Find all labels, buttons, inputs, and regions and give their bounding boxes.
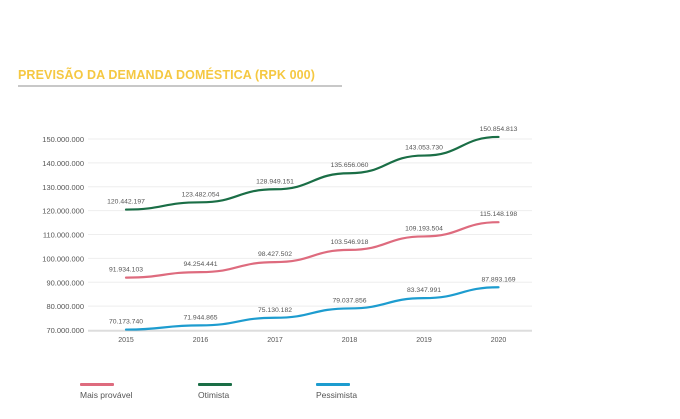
legend-label: Pessimista [316,390,358,400]
data-label: 150.854.813 [480,126,518,133]
legend-swatch [198,383,232,386]
y-tick-label: 90.000.000 [46,278,84,287]
x-tick-label: 2016 [193,337,209,344]
data-label: 115.148.198 [480,211,518,218]
y-tick-label: 110.000.000 [43,231,84,240]
series-line [124,286,500,331]
title-underline [18,85,342,87]
data-label: 135.656.060 [331,162,369,169]
data-label: 91.934.103 [109,267,143,274]
x-tick-label: 2020 [491,337,507,344]
x-tick-label: 2017 [267,337,283,344]
data-label: 123.482.054 [182,191,220,198]
x-tick-label: 2015 [118,337,134,344]
data-label: 120.442.197 [107,199,145,206]
x-tick-label: 2019 [416,337,432,344]
page-title: PREVISÃO DA DEMANDA DOMÉSTICA (RPK 000) [18,68,315,82]
data-label: 75.130.182 [258,307,292,314]
data-label: 71.944.865 [183,314,217,321]
data-label: 94.254.441 [183,261,217,268]
data-label: 143.053.730 [405,145,443,152]
legend-label: Otimista [198,390,230,400]
data-label: 87.893.169 [481,276,515,283]
legend-swatch [316,383,350,386]
data-label: 128.949.151 [256,178,294,185]
data-label: 79.037.856 [332,297,366,304]
x-tick-label: 2018 [342,337,358,344]
y-tick-label: 120.000.000 [42,207,84,216]
legend-item-mais-provavel: Mais provável [80,382,200,402]
legend-item-otimista: Otimista [198,382,318,402]
series-line [124,221,500,279]
y-tick-label: 140.000.000 [42,159,84,168]
series-line [124,135,500,211]
data-label: 70.173.740 [109,319,143,326]
y-tick-label: 70.000.000 [46,326,84,335]
data-label: 103.546.918 [331,239,369,246]
legend-label: Mais provável [80,390,133,400]
data-label: 83.347.991 [407,287,441,294]
y-tick-label: 100.000.000 [42,254,84,263]
legend-item-pessimista: Pessimista [316,382,436,402]
legend-swatch [80,383,114,386]
data-label: 98.427.502 [258,251,292,258]
y-tick-label: 80.000.000 [46,302,84,311]
y-tick-label: 150.000.000 [42,135,84,144]
data-label: 109.193.504 [405,225,443,232]
y-tick-label: 130.000.000 [42,183,84,192]
